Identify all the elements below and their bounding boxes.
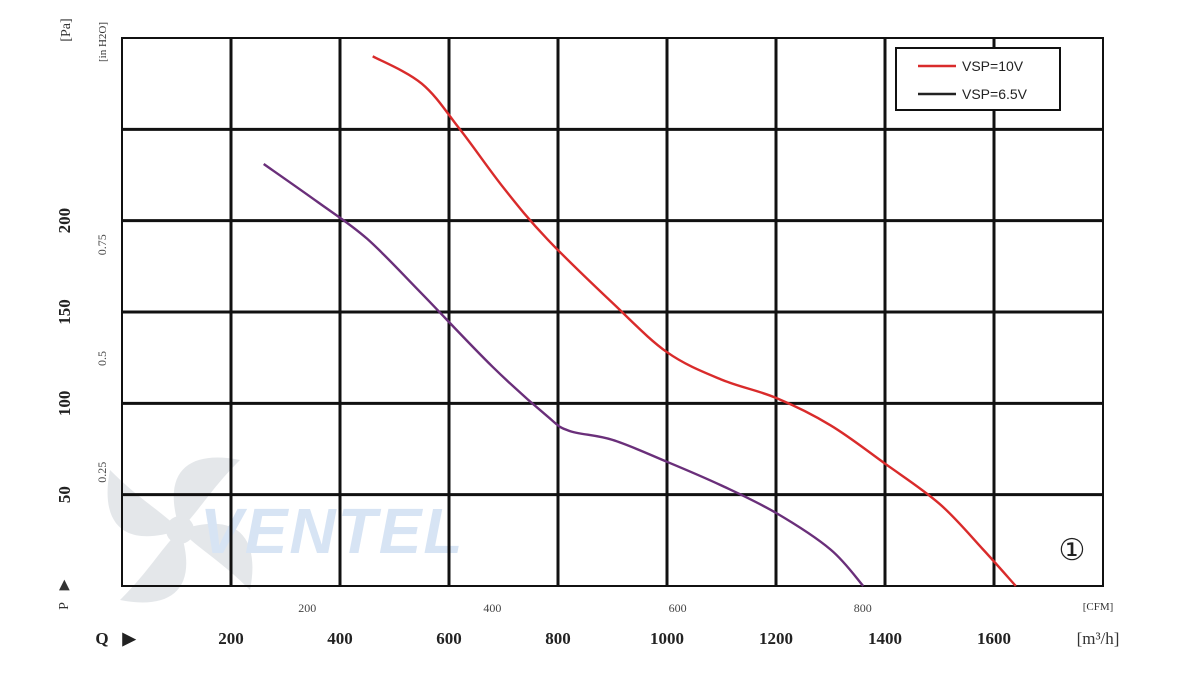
- x-tick-label: 600: [436, 629, 462, 648]
- x2-tick-label: 800: [854, 601, 872, 615]
- x-axis-letter: Q: [95, 629, 108, 648]
- y-tick-label: 100: [55, 391, 74, 417]
- legend-box: [895, 47, 1061, 111]
- legend-label-1: VSP=10V: [962, 58, 1024, 74]
- legend-label-2: VSP=6.5V: [962, 86, 1028, 102]
- x2-tick-label: 200: [298, 601, 316, 615]
- x-tick-label: 1200: [759, 629, 793, 648]
- curve-number-marker: ①: [1059, 534, 1086, 567]
- x-tick-label: 1400: [868, 629, 902, 648]
- y-axis-arrow-icon: ▶: [57, 579, 72, 590]
- series-line-1: [372, 55, 1017, 587]
- y-tick-label: 200: [55, 208, 74, 234]
- axes: [Pa] [in H2O] P ▶ Q ▶ [m³/h] [CFM] 200 40…: [55, 18, 1119, 648]
- x2-unit-label: [CFM]: [1083, 601, 1114, 613]
- x2-tick-label: 400: [483, 601, 501, 615]
- fan-logo-icon: [107, 457, 253, 603]
- grid: [121, 37, 1104, 587]
- y-unit-label: [Pa]: [59, 18, 74, 41]
- y2-tick-label: 0.5: [95, 351, 109, 366]
- watermark-text: VENTEL: [200, 495, 464, 567]
- y2-tick-label: 0.75: [95, 234, 109, 255]
- y-axis-letter: P: [57, 602, 72, 610]
- series-line-2: [263, 163, 865, 587]
- watermark: VENTEL: [107, 457, 464, 603]
- x-tick-label: 400: [327, 629, 353, 648]
- y2-tick-label: 0.25: [95, 462, 109, 483]
- x-tick-label: 800: [545, 629, 571, 648]
- x-tick-label: 1600: [977, 629, 1011, 648]
- y-tick-label: 50: [55, 486, 74, 503]
- x-tick-label: 1000: [650, 629, 684, 648]
- legend: VSP=10V VSP=6.5V: [895, 47, 1061, 111]
- y2-unit-label: [in H2O]: [97, 22, 109, 62]
- x-tick-label: 200: [218, 629, 244, 648]
- x-axis-arrow-icon: ▶: [121, 629, 136, 648]
- curves: [263, 55, 1017, 587]
- x2-tick-label: 600: [669, 601, 687, 615]
- x-unit-label: [m³/h]: [1077, 629, 1120, 648]
- y-tick-label: 150: [55, 299, 74, 325]
